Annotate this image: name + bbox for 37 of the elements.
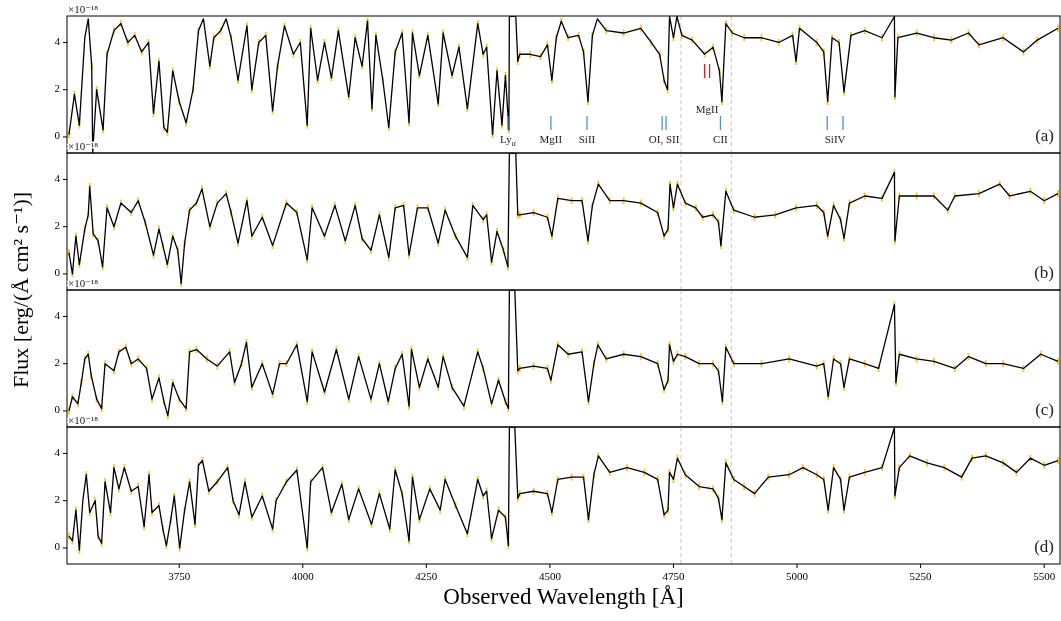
annotation: (a) [1035,126,1054,145]
y-tick-label: 0 [54,403,61,416]
y-tick-label: 4 [54,308,61,321]
y-tick-label: 2 [54,493,60,506]
y-tick-label: 2 [54,82,60,95]
x-tick-label: 3750 [168,570,191,582]
ref-line-label: MgII [539,132,563,145]
y-axis-title: Flux [erg/(Å cm² s⁻¹)] [8,191,33,389]
x-tick-label: 4250 [415,570,438,582]
line-series [68,153,1059,285]
y-tick-label: 0 [54,266,61,279]
ref-line-label: CII [713,132,729,145]
annotation: (b) [1034,263,1054,282]
text: ×10⁻¹⁸ [68,3,99,15]
x-tick-label: 5250 [909,570,933,582]
y-tick-label: 0 [54,540,61,553]
y-tick-label: 4 [54,34,61,47]
annotation: ×10⁻¹⁸ [68,414,99,426]
y-tick-label: 2 [54,356,60,369]
ref-line-label: SiII [578,132,596,145]
ref-line-label: SiIV [824,132,846,145]
x-tick-label: 5500 [1033,570,1056,582]
x-tick-label: 4500 [538,570,562,582]
ref-line-label: MgII [695,102,719,115]
y-tick-label: 2 [54,219,60,232]
ref-line-label: OI, SII [648,132,680,145]
x-tick-label: 5000 [786,570,809,582]
ref-line-label: Ly$_{α}$ [500,132,516,149]
y-tick-label: 4 [54,445,61,458]
x-axis-title: Observed Wavelength [Å] [443,584,684,609]
x-tick-label: 4000 [291,570,315,582]
y-tick-label: 0 [54,129,61,142]
x-tick-label: 4750 [662,570,685,582]
annotation: (c) [1035,400,1054,419]
annotation: ×10⁻¹⁸ [68,277,99,289]
y-tick-label: 4 [54,171,61,184]
annotation: (d) [1034,537,1054,556]
